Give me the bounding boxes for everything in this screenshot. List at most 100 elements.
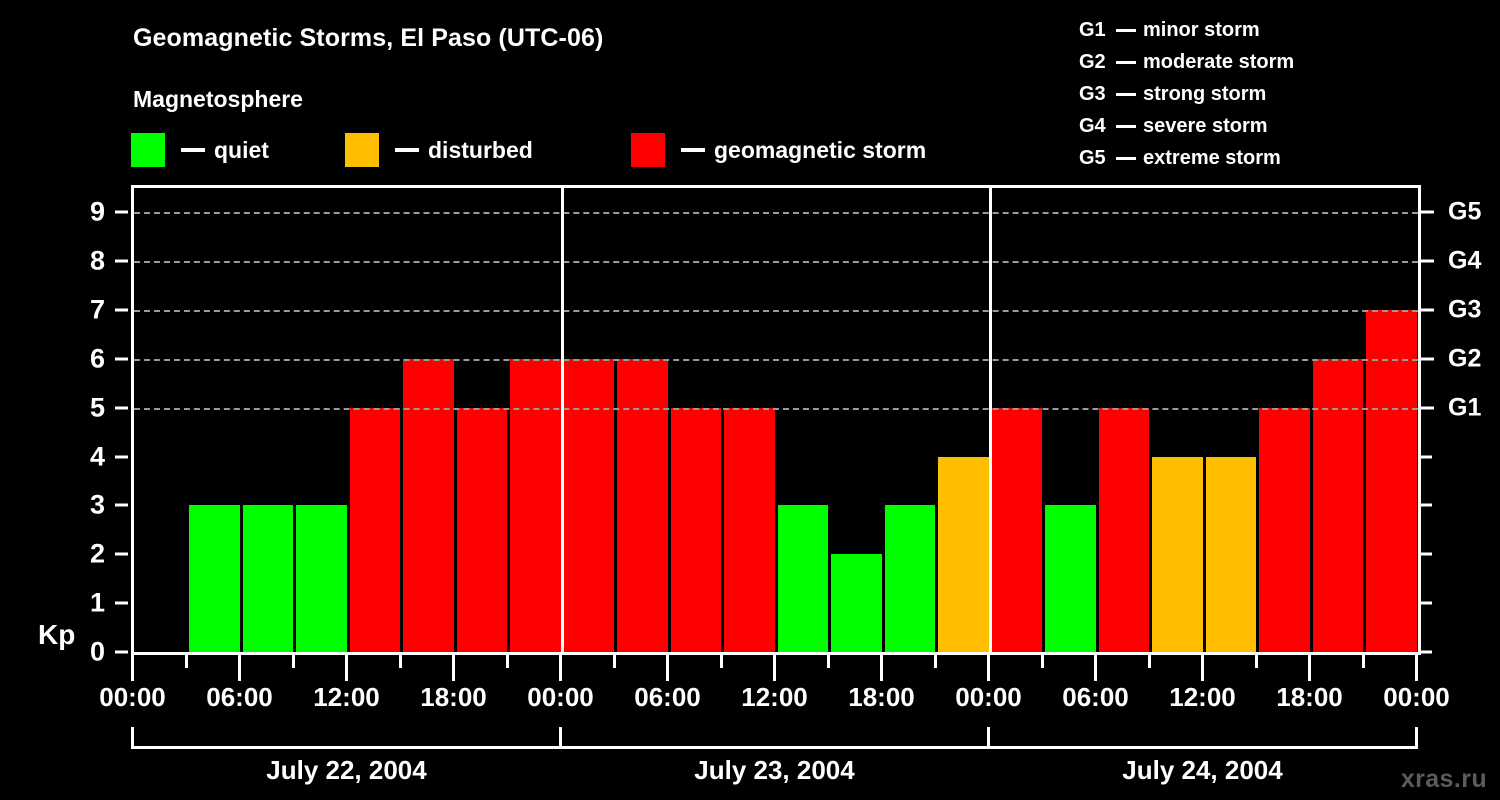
g-legend-row: G4 severe storm bbox=[1079, 110, 1294, 142]
g-axis-tick bbox=[1421, 601, 1432, 605]
bar bbox=[1259, 407, 1310, 652]
g-legend-code: G5 bbox=[1079, 147, 1106, 169]
y-axis-tick bbox=[115, 259, 128, 263]
y-axis-tick bbox=[115, 210, 128, 214]
bar bbox=[617, 358, 668, 652]
legend-dash-icon bbox=[681, 148, 705, 152]
g-axis-tick bbox=[1421, 650, 1432, 654]
y-axis-label: Kp bbox=[38, 619, 76, 650]
x-axis-tick-minor bbox=[826, 655, 830, 668]
orange-swatch bbox=[345, 133, 379, 167]
y-axis-tick-label: 5 bbox=[89, 392, 105, 423]
day-bracket bbox=[987, 727, 1418, 749]
x-axis-tick-minor bbox=[1361, 655, 1365, 668]
legend-item: disturbed bbox=[345, 133, 533, 167]
plot-area bbox=[131, 185, 1421, 655]
y-axis-tick bbox=[115, 650, 128, 654]
x-axis-tick-label: 00:00 bbox=[955, 682, 1022, 712]
x-axis-tick-minor bbox=[933, 655, 937, 668]
bar bbox=[884, 505, 935, 652]
watermark: xras.ru bbox=[1400, 765, 1487, 793]
y-axis-tick-label: 3 bbox=[89, 489, 105, 520]
bar bbox=[403, 358, 454, 652]
day-separator bbox=[988, 188, 992, 652]
y-axis-tick-label: 8 bbox=[89, 245, 105, 276]
chart-subtitle: Magnetosphere bbox=[133, 86, 303, 112]
x-axis-tick-minor bbox=[1147, 655, 1151, 668]
y-axis-tick-label: 9 bbox=[89, 196, 105, 227]
g-axis-tick bbox=[1421, 455, 1432, 459]
x-axis-tick-major bbox=[238, 655, 241, 681]
g-axis-tick-label: G1 bbox=[1448, 393, 1482, 422]
g-legend-code: G4 bbox=[1079, 115, 1106, 137]
g-legend-dash-icon bbox=[1116, 28, 1136, 32]
y-axis-tick bbox=[115, 406, 128, 410]
x-axis-tick-major bbox=[452, 655, 455, 681]
x-axis-tick-major bbox=[345, 655, 348, 681]
x-axis-tick-minor bbox=[505, 655, 509, 668]
bar bbox=[1098, 407, 1149, 652]
day-label: July 24, 2004 bbox=[1122, 755, 1283, 785]
x-axis-tick-label: 00:00 bbox=[99, 682, 166, 712]
g-legend-code: G1 bbox=[1079, 19, 1106, 41]
legend-item: geomagnetic storm bbox=[631, 133, 926, 167]
bar-series bbox=[134, 188, 1418, 652]
g-scale-legend: G1 minor storm G2 moderate storm G3 strong st… bbox=[1079, 14, 1294, 174]
red-swatch bbox=[631, 133, 665, 167]
y-axis-tick-label: 1 bbox=[89, 587, 105, 618]
g-legend-dash-icon bbox=[1116, 60, 1136, 64]
bar bbox=[724, 407, 775, 652]
x-axis-tick-minor bbox=[612, 655, 616, 668]
page-title: Geomagnetic Storms, El Paso (UTC-06) bbox=[133, 24, 604, 52]
g-legend-row: G3 strong storm bbox=[1079, 78, 1294, 110]
x-axis-tick-major bbox=[1415, 655, 1418, 681]
legend-item-label: disturbed bbox=[428, 136, 533, 163]
bar bbox=[1312, 358, 1363, 652]
g-legend-dash-icon bbox=[1116, 92, 1136, 96]
y-axis-tick bbox=[115, 552, 128, 556]
g-legend-description: moderate storm bbox=[1143, 51, 1295, 73]
g-axis-tick bbox=[1421, 259, 1434, 263]
y-axis-tick-label: 2 bbox=[89, 538, 105, 569]
day-label: July 22, 2004 bbox=[266, 755, 427, 785]
x-axis: 00:00 06:00 12:00 18:00 00:00 06:00 12:00 18:00… bbox=[0, 655, 1500, 800]
g-legend-dash-icon bbox=[1116, 156, 1136, 160]
x-axis-tick-major bbox=[666, 655, 669, 681]
legend-item-label: quiet bbox=[214, 136, 269, 163]
y-axis-tick bbox=[115, 601, 128, 605]
y-axis-tick bbox=[115, 308, 128, 312]
g-legend-description: severe storm bbox=[1143, 115, 1268, 137]
g-axis-tick bbox=[1421, 357, 1434, 361]
day-label: July 23, 2004 bbox=[694, 755, 855, 785]
y-axis-tick-label: 6 bbox=[89, 343, 105, 374]
gridline bbox=[134, 407, 1418, 410]
g-legend-code: G3 bbox=[1079, 83, 1106, 105]
x-axis-tick-label: 06:00 bbox=[206, 682, 273, 712]
x-axis-tick-major bbox=[773, 655, 776, 681]
bar bbox=[242, 505, 293, 652]
g-legend-dash-icon bbox=[1116, 124, 1136, 128]
gridline bbox=[134, 310, 1418, 313]
g-axis-tick-label: G5 bbox=[1448, 197, 1482, 226]
g-legend-description: extreme storm bbox=[1143, 147, 1281, 169]
bar bbox=[296, 505, 347, 652]
g-legend-row: G5 extreme storm bbox=[1079, 142, 1294, 174]
g-axis-tick-label: G3 bbox=[1448, 295, 1482, 324]
bar bbox=[189, 505, 240, 652]
bar bbox=[1045, 505, 1096, 652]
bar bbox=[510, 358, 561, 652]
x-axis-tick-major bbox=[1201, 655, 1204, 681]
x-axis-tick-minor bbox=[398, 655, 402, 668]
x-axis-tick-minor bbox=[1254, 655, 1258, 668]
bar bbox=[831, 554, 882, 652]
g-axis-tick bbox=[1421, 210, 1434, 214]
x-axis-tick-label: 18:00 bbox=[420, 682, 487, 712]
y-axis-tick-label: 7 bbox=[89, 294, 105, 325]
g-axis-tick-label: G4 bbox=[1448, 246, 1482, 275]
x-axis-tick-minor bbox=[291, 655, 295, 668]
g-legend-row: G1 minor storm bbox=[1079, 14, 1294, 46]
day-bracket bbox=[559, 727, 990, 749]
y-axis: Kp 0 1 2 3 4 5 6 7 8 9 bbox=[0, 185, 131, 667]
x-axis-tick-label: 00:00 bbox=[527, 682, 594, 712]
